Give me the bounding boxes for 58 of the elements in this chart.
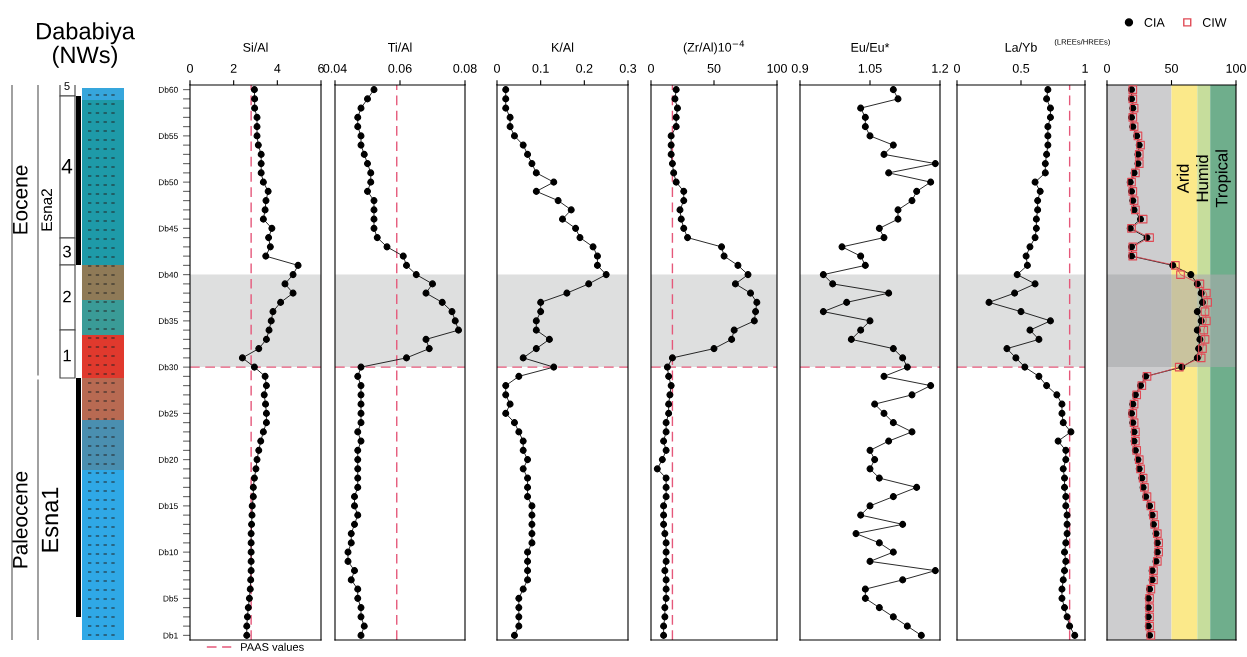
y-tick-label: Db55 — [158, 132, 178, 139]
x-tick-label: 6 — [318, 63, 324, 73]
text: 1 — [63, 349, 71, 362]
x-tick-label: 0.06 — [388, 63, 412, 73]
x-tick-label: 0 — [187, 63, 193, 73]
x-tick-label: 0.9 — [791, 63, 809, 73]
chart-title: K/Al — [552, 42, 574, 52]
text: 2 — [63, 290, 71, 303]
chart-title: Si/Al — [243, 42, 268, 52]
chart-title: Ti/Al — [388, 42, 412, 52]
text: 3 — [63, 245, 71, 258]
text: 4 — [61, 159, 73, 174]
text: 5 — [64, 82, 70, 90]
y-tick-label: Db15 — [158, 502, 178, 509]
y-tick-label: Db60 — [158, 86, 178, 93]
legend-label: CIW — [1202, 18, 1227, 27]
x-tick-label: 50 — [1165, 63, 1178, 73]
x-tick-label: 50 — [707, 63, 721, 73]
text: Paleocene — [12, 471, 28, 568]
chart-title: (Zr/Al)10$^{−4}$ — [683, 40, 745, 55]
text: Esna1 — [41, 487, 59, 552]
legend-label: CIA — [1144, 18, 1165, 27]
ref-line-label: PAAS values — [241, 642, 304, 651]
x-tick-label: 1.2 — [932, 63, 949, 73]
x-tick-label: 0 — [954, 63, 960, 73]
y-tick-label: Db1 — [163, 632, 178, 639]
text: Esna2 — [41, 189, 53, 231]
x-tick-label: 0.08 — [453, 63, 477, 73]
y-tick-label: Db25 — [158, 410, 178, 417]
y-tick-label: Db40 — [158, 271, 178, 278]
x-tick-label: 4 — [274, 64, 281, 73]
x-tick-label: 0.3 — [619, 63, 637, 73]
x-tick-label: 100 — [1226, 63, 1246, 73]
y-tick-label: Db10 — [158, 549, 178, 556]
x-tick-label: 0.04 — [323, 63, 347, 73]
y-tick-label: Db5 — [163, 595, 178, 602]
text: Dababiya (NWs) — [37, 22, 135, 68]
band-label: Arid — [1176, 164, 1189, 194]
y-tick-label: Db35 — [158, 317, 178, 324]
y-tick-label: Db50 — [158, 179, 178, 186]
text: Eocene — [13, 165, 28, 234]
x-tick-label: 2 — [230, 63, 237, 73]
x-tick-label: 0 — [648, 63, 654, 73]
chart-title: La/Yb — [1005, 42, 1037, 52]
x-tick-label: 0 — [494, 63, 500, 73]
x-tick-label: 0 — [1104, 63, 1110, 73]
x-tick-label: 1.05 — [858, 63, 882, 73]
x-tick-label: 1 — [1082, 64, 1088, 73]
band-label: Tropical — [1215, 150, 1231, 208]
y-tick-label: Db45 — [158, 225, 178, 232]
y-tick-label: Db30 — [158, 364, 178, 371]
x-tick-label: 0.1 — [532, 63, 549, 73]
x-tick-label: 100 — [767, 63, 787, 73]
x-tick-label: 0.2 — [576, 63, 593, 73]
band-label: Humid — [1195, 155, 1209, 202]
y-tick-label: Db20 — [158, 456, 178, 463]
x-tick-label: 0.5 — [1012, 63, 1030, 73]
chart-title: Eu/Eu* — [851, 42, 890, 52]
